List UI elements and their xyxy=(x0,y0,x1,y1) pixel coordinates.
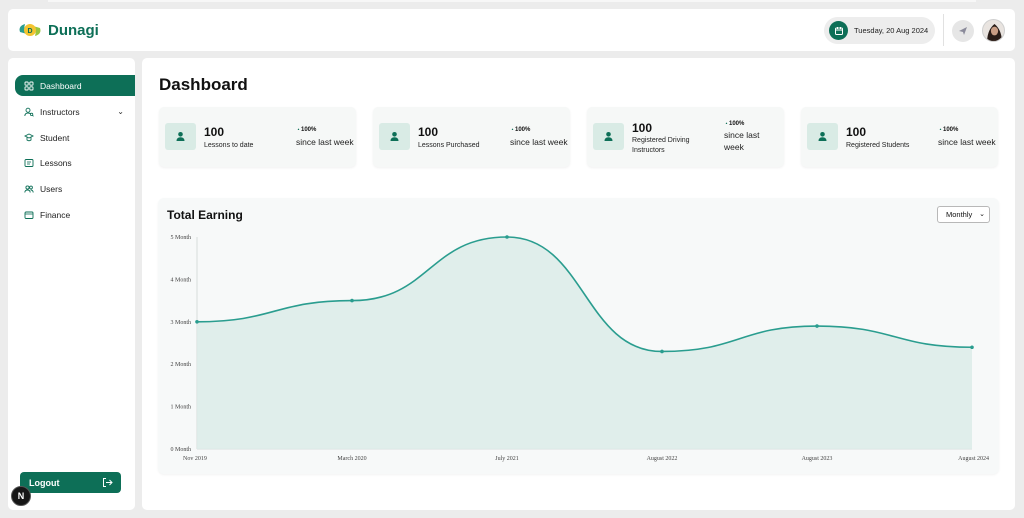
stat-since: since last week xyxy=(724,130,760,152)
sidebar-item-label: Instructors xyxy=(40,106,80,117)
x-tick-label: July 2021 xyxy=(495,456,519,462)
stat-label: Lessons to date xyxy=(204,142,254,149)
series-line xyxy=(196,236,973,353)
app-logo[interactable]: D Dunagi xyxy=(17,18,99,42)
student-icon xyxy=(24,132,34,141)
y-tick-label: 5 Month xyxy=(170,235,191,241)
user-icon xyxy=(379,123,410,150)
stat-change: 100% xyxy=(511,127,530,133)
stat-change: 100% xyxy=(297,127,316,133)
chevron-down-icon: ⌄ xyxy=(979,211,985,218)
stat-value: 100 xyxy=(418,125,439,139)
data-point[interactable] xyxy=(195,320,199,324)
wallet-icon xyxy=(24,211,34,219)
date-text: Tuesday, 20 Aug 2024 xyxy=(854,26,929,35)
top-header: D Dunagi Tuesday, 20 Aug 2024 xyxy=(8,9,1015,51)
series-area xyxy=(197,237,972,449)
top-strip xyxy=(48,0,976,2)
users-icon xyxy=(24,184,34,193)
x-tick-label: August 2023 xyxy=(802,456,833,462)
x-tick-label: August 2022 xyxy=(647,456,678,462)
grid-icon xyxy=(24,81,34,90)
y-tick-label: 0 Month xyxy=(170,447,191,453)
stat-card-registered-students: 100 Registered Students 100% since last … xyxy=(801,107,998,167)
total-earning-card: 0 Month 1 Month 2 Month 3 Month 4 Month 5 Mon… xyxy=(158,198,999,474)
period-value: Monthly xyxy=(946,210,973,219)
y-tick-label: 1 Month xyxy=(170,405,191,411)
user-icon xyxy=(593,123,624,150)
logout-button[interactable]: Logout xyxy=(20,472,121,493)
stat-value: 100 xyxy=(846,125,867,139)
stat-label: Registered Driving Instructors xyxy=(632,137,690,154)
user-search-icon xyxy=(24,107,34,117)
x-tick-label: Nov 2019 xyxy=(183,456,207,462)
main-content: Dashboard 100 Lessons to date 100% since… xyxy=(142,58,1015,510)
sidebar-item-label: Finance xyxy=(40,209,71,220)
page-title: Dashboard xyxy=(159,75,248,94)
sidebar-item-finance[interactable]: Finance xyxy=(15,204,135,225)
app-name: Dunagi xyxy=(48,21,99,39)
x-tick-label: March 2020 xyxy=(337,456,366,462)
stat-label: Lessons Purchased xyxy=(418,142,480,149)
data-point[interactable] xyxy=(815,324,819,328)
sidebar-item-dashboard[interactable]: Dashboard xyxy=(15,75,135,96)
stat-card-registered-instructors: 100 Registered Driving Instructors 100% … xyxy=(587,107,784,167)
y-tick-label: 3 Month xyxy=(170,320,191,326)
stat-label: Registered Students xyxy=(846,142,910,149)
header-divider xyxy=(943,14,944,46)
logout-label: Logout xyxy=(29,477,60,488)
earning-title: Total Earning xyxy=(167,208,243,222)
sidebar-item-label: Lessons xyxy=(40,157,72,168)
data-point[interactable] xyxy=(350,298,354,303)
period-select[interactable]: Monthly ⌄ xyxy=(937,206,990,223)
stat-since: since last week xyxy=(510,137,568,147)
date-display[interactable]: Tuesday, 20 Aug 2024 xyxy=(824,17,935,44)
stat-value: 100 xyxy=(632,121,653,135)
sidebar-item-lessons[interactable]: Lessons xyxy=(15,152,135,173)
calendar-icon xyxy=(829,21,848,40)
user-icon xyxy=(807,123,838,150)
dev-overlay-badge[interactable]: N xyxy=(11,486,31,506)
y-tick-label: 2 Month xyxy=(170,362,191,368)
data-point[interactable] xyxy=(505,235,509,239)
y-tick-label: 4 Month xyxy=(170,277,191,283)
avatar-image xyxy=(983,20,1004,41)
user-avatar[interactable] xyxy=(982,19,1005,42)
x-tick-label: August 2024 xyxy=(958,456,989,462)
sidebar-item-label: Dashboard xyxy=(40,80,82,91)
user-icon xyxy=(165,123,196,150)
sidebar-item-label: Student xyxy=(40,132,70,143)
stat-since: since last week xyxy=(938,137,996,147)
data-point[interactable] xyxy=(970,345,974,350)
lessons-icon xyxy=(24,158,34,167)
stat-card-lessons-to-date: 100 Lessons to date 100% since last week xyxy=(159,107,356,167)
send-button[interactable] xyxy=(952,20,974,42)
send-icon xyxy=(959,27,967,35)
stat-since: since last week xyxy=(296,137,354,147)
sidebar-item-instructors[interactable]: Instructors ⌄ xyxy=(15,101,135,122)
stat-card-lessons-purchased: 100 Lessons Purchased 100% since last we… xyxy=(373,107,570,167)
logout-icon xyxy=(103,478,113,487)
stat-change: 100% xyxy=(725,121,744,127)
sidebar-item-student[interactable]: Student xyxy=(15,127,135,148)
sidebar-item-label: Users xyxy=(40,183,63,194)
svg-text:D: D xyxy=(27,28,32,35)
earning-chart: 0 Month 1 Month 2 Month 3 Month 4 Month 5 Mon… xyxy=(170,235,989,462)
sidebar-item-users[interactable]: Users xyxy=(15,178,135,199)
chevron-down-icon: ⌄ xyxy=(117,107,124,116)
sidebar: Dashboard Instructors ⌄ Student Lessons … xyxy=(8,58,135,510)
stat-change: 100% xyxy=(939,127,958,133)
data-point[interactable] xyxy=(660,349,664,354)
logo-icon: D xyxy=(19,24,41,36)
stat-value: 100 xyxy=(204,125,225,139)
